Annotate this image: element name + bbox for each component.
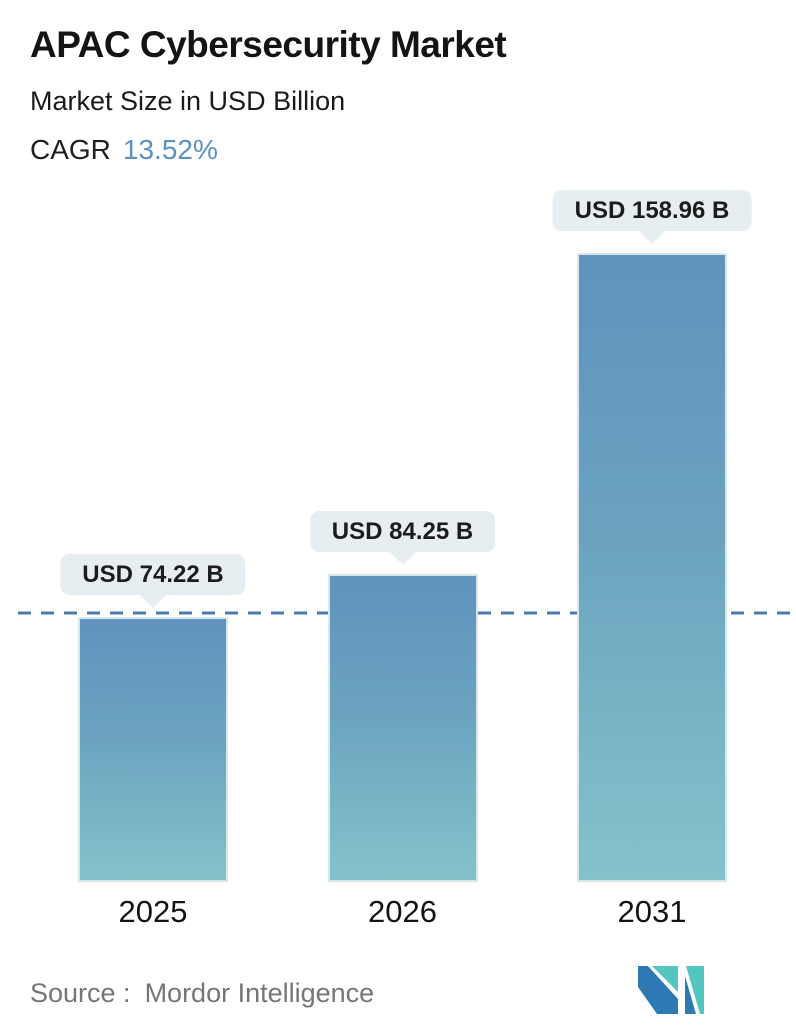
x-axis-label: 2025 bbox=[118, 894, 188, 929]
page-title: APAC Cybersecurity Market bbox=[30, 24, 507, 65]
x-axis-label: 2031 bbox=[617, 894, 687, 929]
cagr-value: 13.52% bbox=[122, 134, 218, 165]
value-label-bubble: USD 158.96 B bbox=[552, 190, 752, 231]
bar-chart: USD 74.22 B 2025 USD 84.25 B 2026 USD 158.96… bbox=[0, 182, 796, 930]
value-label-bubble: USD 74.22 B bbox=[60, 554, 246, 595]
mordor-intelligence-logo-icon bbox=[638, 966, 704, 1014]
chart-subtitle: Market Size in USD Billion bbox=[30, 86, 346, 116]
bar-2031 bbox=[577, 253, 727, 882]
cagr-row: CAGR 13.52% bbox=[30, 134, 218, 166]
bar-2025 bbox=[78, 617, 228, 882]
x-axis-label: 2026 bbox=[368, 894, 437, 929]
cagr-label: CAGR bbox=[30, 134, 111, 165]
bubble-pointer bbox=[139, 594, 167, 608]
bubble-pointer bbox=[638, 230, 666, 244]
source-name: Mordor Intelligence bbox=[144, 978, 375, 1008]
value-label-bubble: USD 84.25 B bbox=[309, 511, 496, 552]
bar-2026 bbox=[327, 574, 478, 882]
source-prefix: Source : bbox=[30, 978, 131, 1008]
source-line: Source : Mordor Intelligence bbox=[30, 978, 374, 1009]
bubble-pointer bbox=[388, 551, 417, 565]
